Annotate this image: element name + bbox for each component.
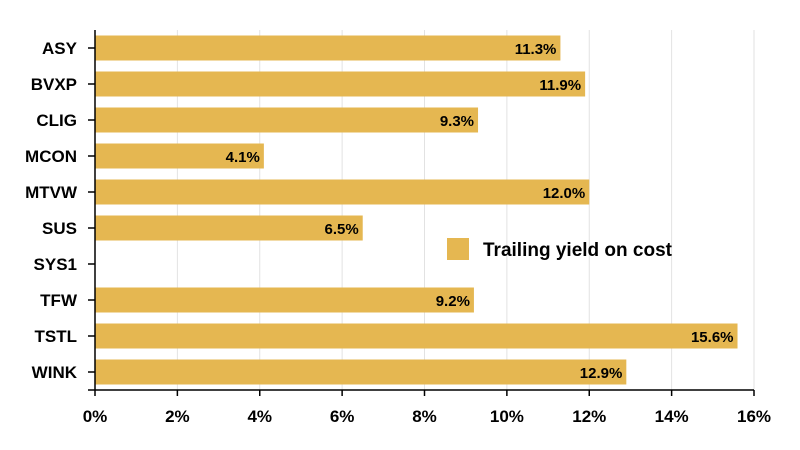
category-label: WINK (32, 363, 78, 382)
data-label: 9.2% (436, 293, 470, 310)
data-label: 4.1% (226, 149, 260, 166)
x-tick-label: 10% (490, 407, 524, 426)
bar (95, 215, 363, 241)
bar (95, 107, 479, 133)
x-tick-label: 6% (330, 407, 355, 426)
x-tick-label: 4% (247, 407, 272, 426)
data-label: 11.9% (539, 77, 581, 94)
bar (95, 359, 627, 385)
bar (95, 35, 561, 61)
labels: 0% 2% 4% 6% 8% 10% 12% 14% 16% ASY 11.3% BVXP 11.9% C… (25, 39, 771, 426)
category-label: MTVW (25, 183, 78, 202)
category-label: ASY (42, 39, 78, 58)
category-label: SUS (42, 219, 77, 238)
category-label: TSTL (35, 327, 78, 346)
x-tick-label: 12% (572, 407, 606, 426)
category-label: CLIG (36, 111, 77, 130)
data-label: 12.0% (543, 185, 586, 202)
data-label: 12.9% (580, 365, 623, 382)
data-label: 6.5% (325, 221, 359, 238)
bar (95, 143, 264, 169)
legend: Trailing yield on cost (447, 238, 673, 261)
category-label: BVXP (31, 75, 77, 94)
data-label: 9.3% (440, 113, 474, 130)
legend-label: Trailing yield on cost (483, 240, 673, 261)
x-tick-label: 16% (737, 407, 771, 426)
axes (88, 30, 755, 396)
bars (95, 35, 738, 385)
legend-swatch (447, 238, 469, 260)
data-label: 11.3% (515, 41, 557, 58)
category-label: TFW (40, 291, 78, 310)
bar (95, 71, 586, 97)
bar (95, 323, 738, 349)
x-tick-label: 14% (655, 407, 689, 426)
category-label: MCON (25, 147, 77, 166)
bar (95, 287, 474, 313)
x-tick-label: 2% (165, 407, 190, 426)
bar (95, 179, 590, 205)
x-tick-label: 0% (83, 407, 108, 426)
category-label: SYS1 (34, 255, 77, 274)
data-label: 15.6% (691, 329, 734, 346)
x-tick-label: 8% (412, 407, 437, 426)
